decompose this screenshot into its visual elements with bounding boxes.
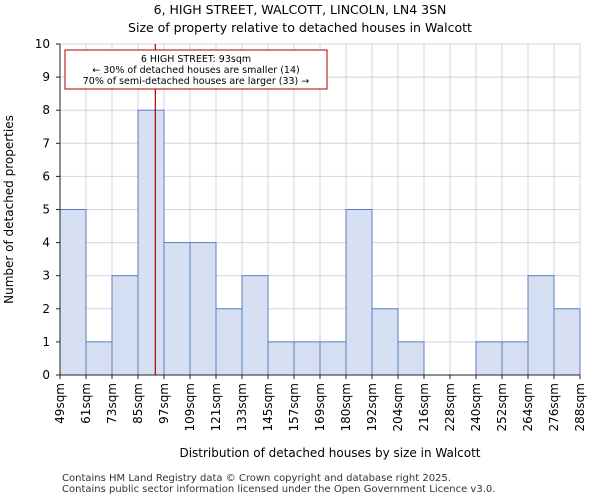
x-tick-label: 121sqm: [209, 383, 223, 431]
bar-73sqm: [111, 275, 139, 376]
y-tick-label: 0: [42, 368, 50, 382]
x-tick-label: 264sqm: [521, 383, 535, 431]
bar-204sqm: [397, 341, 425, 376]
x-tick-label: 240sqm: [469, 383, 483, 431]
x-tick-label: 85sqm: [131, 383, 145, 424]
x-tick-label: 204sqm: [391, 383, 405, 431]
y-axis-ticks: 0 1 2 3 4 5 6 7 8 9 10: [35, 37, 60, 382]
x-tick-label: 145sqm: [261, 383, 275, 431]
y-axis-label: Number of detached properties: [2, 115, 16, 304]
bar-192sqm: [371, 308, 399, 376]
y-tick-label: 1: [42, 335, 50, 349]
x-tick-label: 49sqm: [53, 383, 67, 424]
x-axis-label: Distribution of detached houses by size …: [179, 446, 480, 460]
x-tick-label: 169sqm: [313, 383, 327, 431]
bar-264sqm: [527, 275, 555, 376]
footer-line-2: Contains public sector information licen…: [62, 484, 496, 495]
bar-85sqm: [137, 109, 165, 376]
x-axis-ticks: 49sqm 61sqm 73sqm 85sqm 97sqm 109sqm 121sqm 133…: [53, 375, 587, 431]
bars: [59, 109, 581, 376]
x-tick-label: 157sqm: [287, 383, 301, 431]
bar-49sqm: [59, 209, 87, 376]
y-tick-label: 2: [42, 302, 50, 316]
chart-title: 6, HIGH STREET, WALCOTT, LINCOLN, LN4 3S…: [153, 2, 447, 17]
x-tick-label: 252sqm: [495, 383, 509, 431]
annotation-line-1: 6 HIGH STREET: 93sqm: [141, 54, 251, 65]
annotation-frame: [64, 49, 328, 90]
y-tick-label: 8: [42, 103, 50, 117]
annotation-box: 6 HIGH STREET: 93sqm ← 30% of detached h…: [64, 49, 328, 90]
bar-252sqm: [501, 341, 529, 376]
x-tick-label: 276sqm: [547, 383, 561, 431]
y-tick-label: 6: [42, 169, 50, 183]
bar-97sqm: [163, 242, 191, 376]
y-tick-label: 10: [35, 37, 50, 51]
bar-109sqm: [189, 242, 217, 376]
y-tick-label: 4: [42, 236, 50, 250]
x-tick-label: 288sqm: [573, 383, 587, 431]
bar-180sqm: [345, 209, 373, 376]
bar-157sqm: [293, 341, 321, 376]
x-tick-label: 228sqm: [443, 383, 457, 431]
x-tick-label: 133sqm: [235, 383, 249, 431]
footer-line-1: Contains HM Land Registry data © Crown c…: [62, 473, 451, 484]
bar-169sqm: [319, 341, 347, 376]
x-tick-label: 216sqm: [417, 383, 431, 431]
y-tick-label: 7: [42, 136, 50, 150]
y-tick-label: 9: [42, 70, 50, 84]
x-tick-label: 97sqm: [157, 383, 171, 424]
x-tick-label: 192sqm: [365, 383, 379, 431]
x-tick-label: 73sqm: [105, 383, 119, 424]
bar-276sqm: [553, 308, 581, 376]
x-tick-label: 109sqm: [183, 383, 197, 431]
y-tick-label: 3: [42, 269, 50, 283]
y-tick-label: 5: [42, 203, 50, 217]
annotation-line-2: ← 30% of detached houses are smaller (14…: [92, 65, 299, 76]
x-tick-label: 180sqm: [339, 383, 353, 431]
x-tick-label: 61sqm: [79, 383, 93, 424]
bar-133sqm: [241, 275, 269, 376]
bar-145sqm: [267, 341, 295, 376]
bar-121sqm: [215, 308, 243, 376]
annotation-line-3: 70% of semi-detached houses are larger (…: [83, 76, 310, 87]
bar-240sqm: [475, 341, 503, 376]
chart-subtitle: Size of property relative to detached ho…: [128, 20, 472, 35]
bar-61sqm: [85, 341, 113, 376]
